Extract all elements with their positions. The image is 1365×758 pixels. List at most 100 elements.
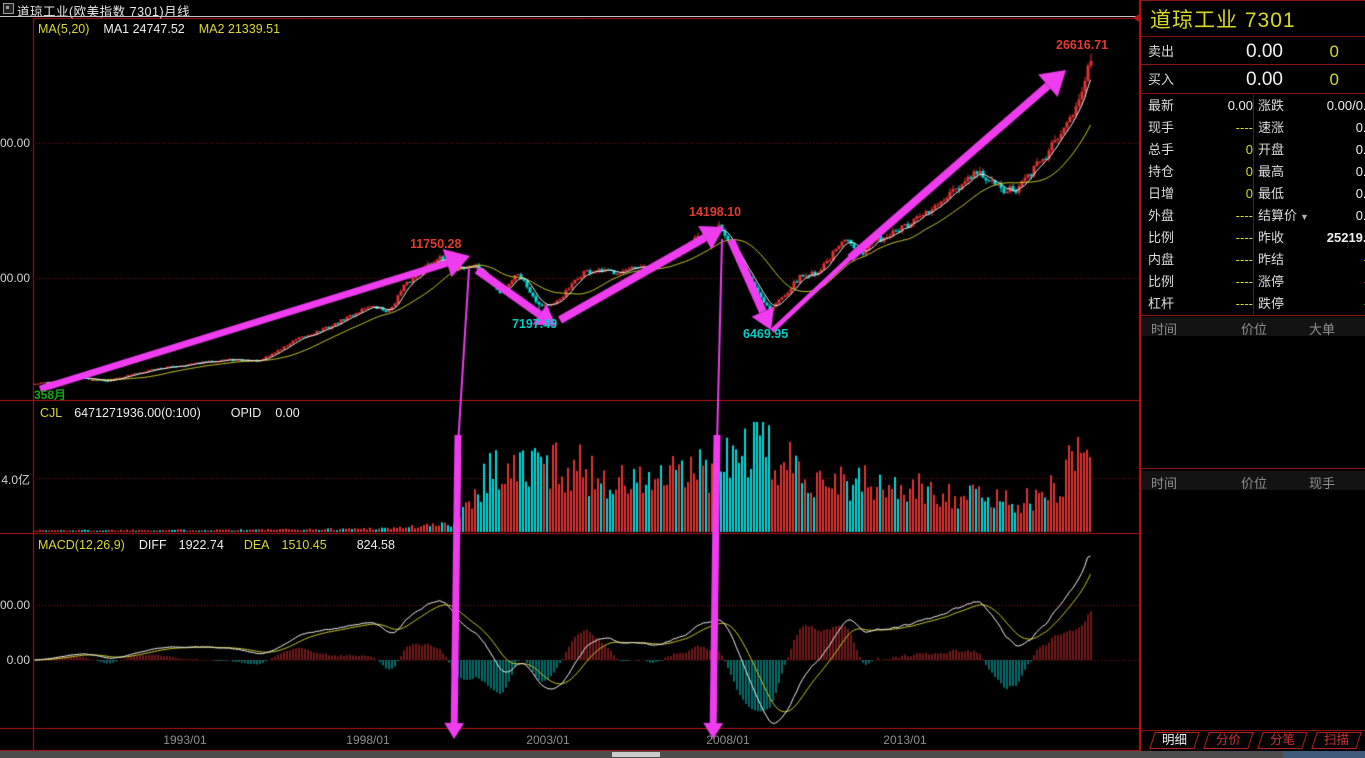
quote-panel: 道琼工业 7301 卖出 0.00 0 买入 0.00 0 最新 0.00 现手 -… xyxy=(1133,0,1365,758)
ma-indicator-row: MA(5,20) MA1 24747.52 MA2 21339.51 xyxy=(38,22,280,36)
cjl-label: CJL xyxy=(40,406,63,420)
macd-axis-label: 0.00 xyxy=(6,653,30,667)
column-divider xyxy=(1253,95,1254,315)
macd-value: 824.58 xyxy=(356,538,395,552)
sell-row: 卖出 0.00 0 xyxy=(1141,38,1365,65)
row-value: ---- xyxy=(1364,271,1365,293)
annotation-low-2009: 6469.95 xyxy=(743,327,789,341)
sell-label: 卖出 xyxy=(1148,44,1175,59)
col-price: 价位 xyxy=(1241,476,1268,491)
quote-row: 比例 ---- xyxy=(1148,271,1253,293)
tick-list xyxy=(1141,490,1365,730)
ma2-value: MA2 21339.51 xyxy=(198,22,281,36)
tab-by-price[interactable]: 分价 xyxy=(1203,732,1254,749)
row-label: 现手 xyxy=(1148,120,1175,135)
row-label: 最低 xyxy=(1258,186,1285,201)
quote-row: 开盘 0.00 xyxy=(1258,139,1365,161)
row-label: 杠杆 xyxy=(1148,296,1175,311)
price-axis-label: 00.00 xyxy=(0,271,31,285)
row-value: ---- xyxy=(1364,293,1365,315)
tab-detail[interactable]: 明细 xyxy=(1149,732,1200,749)
panel-divider xyxy=(1141,315,1365,316)
quote-row: 持仓 0 xyxy=(1148,161,1253,183)
panel-divider xyxy=(1141,468,1365,469)
panel-divider xyxy=(1141,730,1365,731)
price-axis-label: 00.00 xyxy=(0,136,31,150)
panel-divider xyxy=(1141,36,1365,37)
row-value: 25219.38 xyxy=(1326,230,1365,245)
row-value: 0 xyxy=(1245,142,1253,157)
buy-price: 0.00 xyxy=(1246,69,1283,90)
title-divider xyxy=(0,16,1141,17)
row-label: 昨结 xyxy=(1258,252,1285,267)
x-axis-tick: 2003/01 xyxy=(526,733,570,747)
row-label: 比例 xyxy=(1148,230,1175,245)
col-time: 时间 xyxy=(1151,322,1178,337)
tab-scan[interactable]: 扫描 xyxy=(1311,732,1362,749)
ma1-value: MA1 24747.52 xyxy=(103,22,185,36)
col-bigorder: 大单 xyxy=(1309,322,1336,337)
row-value: 0.00 xyxy=(1227,98,1253,113)
row-label: 持仓 xyxy=(1148,164,1175,179)
bar-count-label: 358月 xyxy=(34,388,67,402)
quote-row: 内盘 ---- xyxy=(1148,249,1253,271)
row-label: 总手 xyxy=(1148,142,1175,157)
macd-indicator-row: MACD(12,26,9) DIFF 1922.74 DEA 1510.45 8… xyxy=(38,538,395,552)
row-label: 最高 xyxy=(1258,164,1285,179)
diff-value: 1922.74 xyxy=(178,538,224,552)
opid-value: 0.00 xyxy=(275,406,300,420)
macd-params: MACD(12,26,9) xyxy=(38,538,125,552)
quote-row: 总手 0 xyxy=(1148,139,1253,161)
row-value: 0.00/0.00 xyxy=(1326,98,1365,113)
scrollbar-thumb[interactable] xyxy=(612,752,660,757)
row-label: 开盘 xyxy=(1258,142,1285,157)
ma-params: MA(5,20) xyxy=(38,22,90,36)
annotation-peak-2007: 14198.10 xyxy=(689,205,742,219)
chart-canvas[interactable] xyxy=(0,0,1140,758)
row-label: 涨停 xyxy=(1258,274,1285,289)
panel-divider xyxy=(1141,64,1365,65)
buy-qty: 0 xyxy=(1329,70,1339,89)
detail-list-header: 时间 价位 大单 xyxy=(1141,317,1365,337)
quote-row: 杠杆 ---- xyxy=(1148,293,1253,315)
app-icon xyxy=(3,3,14,14)
row-value: 0 xyxy=(1245,186,1253,201)
row-label: 比例 xyxy=(1148,274,1175,289)
horizontal-scrollbar[interactable] xyxy=(0,751,1365,758)
row-value: ---- xyxy=(1235,252,1253,267)
macd-axis-label: 00.00 xyxy=(0,598,31,612)
quote-row: 昨收 25219.38 xyxy=(1258,227,1365,249)
col-price: 价位 xyxy=(1241,322,1268,337)
quote-row: 日增 0 xyxy=(1148,183,1253,205)
volume-axis-label: 4.0亿 xyxy=(1,473,30,487)
quote-row: 涨跌 0.00/0.00 xyxy=(1258,95,1365,117)
scrollbar-right-segment xyxy=(1283,751,1365,758)
quote-row: 现手 ---- xyxy=(1148,117,1253,139)
col-time: 时间 xyxy=(1151,476,1178,491)
cjl-value: 6471271936.00(0:100) xyxy=(74,406,201,420)
dropdown-arrow-icon[interactable]: ▼ xyxy=(1300,212,1309,222)
diff-label: DIFF xyxy=(138,538,167,552)
quote-row: 涨停 ---- xyxy=(1258,271,1365,293)
cjl-indicator-row: CJL 6471271936.00(0:100) OPID 0.00 xyxy=(40,406,300,420)
x-axis-tick: 1998/01 xyxy=(346,733,390,747)
buy-row: 买入 0.00 0 xyxy=(1141,66,1365,93)
row-value: 0 xyxy=(1245,164,1253,179)
row-label: 结算价 xyxy=(1258,208,1298,223)
quote-row: 比例 ---- xyxy=(1148,227,1253,249)
row-value: ---- xyxy=(1235,230,1253,245)
quote-row: 最高 0.00 xyxy=(1258,161,1365,183)
trade-list xyxy=(1141,336,1365,467)
quote-row: 昨结 ---- xyxy=(1258,249,1365,271)
sell-qty: 0 xyxy=(1329,42,1339,61)
tab-by-tick[interactable]: 分笔 xyxy=(1257,732,1308,749)
row-label: 跌停 xyxy=(1258,296,1285,311)
quote-row: 速涨 0.00 xyxy=(1258,117,1365,139)
row-value: ---- xyxy=(1235,274,1253,289)
row-label: 日增 xyxy=(1148,186,1175,201)
row-value: ---- xyxy=(1235,120,1253,135)
row-value: ---- xyxy=(1235,296,1253,311)
instrument-title: 道琼工业 7301 xyxy=(1150,9,1296,32)
row-label: 涨跌 xyxy=(1258,98,1285,113)
row-label: 昨收 xyxy=(1258,230,1285,245)
